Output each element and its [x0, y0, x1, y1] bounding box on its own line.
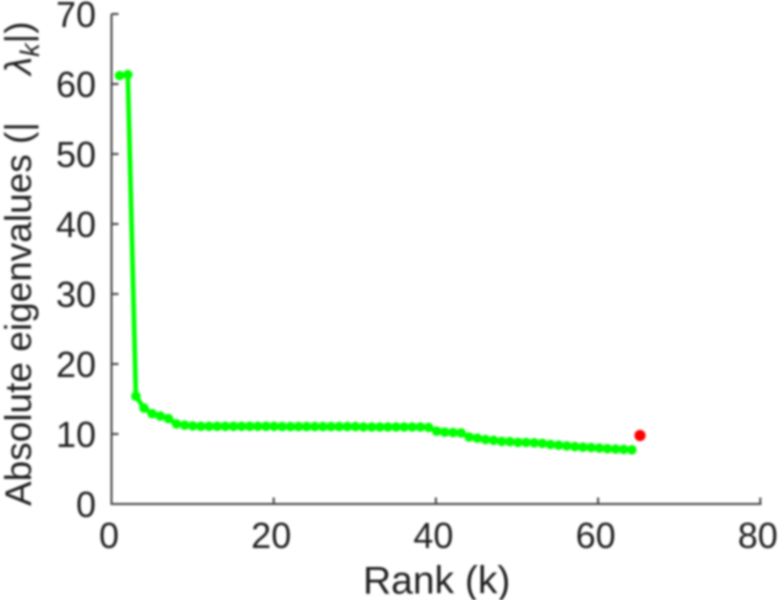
- svg-text:0: 0: [99, 515, 119, 556]
- svg-text:60: 60: [56, 64, 96, 105]
- svg-text:40: 40: [56, 204, 96, 245]
- svg-text:60: 60: [576, 515, 616, 556]
- svg-text:70: 70: [56, 0, 96, 35]
- svg-text:0: 0: [76, 484, 96, 525]
- svg-text:80: 80: [738, 515, 778, 556]
- svg-text:40: 40: [413, 515, 453, 556]
- svg-text:10: 10: [56, 414, 96, 455]
- svg-text:30: 30: [56, 274, 96, 315]
- svg-text:Rank (k): Rank (k): [363, 560, 510, 600]
- svg-text:20: 20: [251, 515, 291, 556]
- svg-text:50: 50: [56, 134, 96, 175]
- svg-text:20: 20: [56, 344, 96, 385]
